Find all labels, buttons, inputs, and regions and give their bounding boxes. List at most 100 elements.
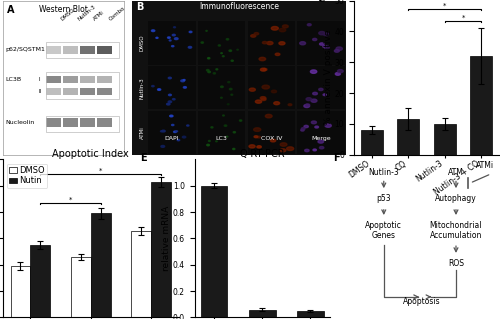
Ellipse shape	[168, 94, 172, 96]
Ellipse shape	[226, 136, 228, 137]
Bar	[46, 71, 119, 99]
Ellipse shape	[168, 77, 172, 79]
Ellipse shape	[301, 129, 304, 131]
Ellipse shape	[310, 70, 317, 73]
Ellipse shape	[272, 26, 278, 30]
Y-axis label: relative mRNA: relative mRNA	[162, 206, 172, 271]
Text: ATM: ATM	[448, 167, 464, 177]
Bar	[198, 66, 246, 109]
Ellipse shape	[201, 42, 203, 43]
Ellipse shape	[206, 144, 210, 146]
Ellipse shape	[312, 121, 316, 124]
Bar	[91, 213, 111, 317]
Bar	[46, 118, 61, 127]
Text: Nutlin-3: Nutlin-3	[76, 4, 96, 22]
Ellipse shape	[286, 147, 294, 151]
Bar	[46, 88, 61, 95]
Ellipse shape	[322, 46, 326, 48]
Text: *: *	[443, 3, 446, 9]
Ellipse shape	[304, 149, 309, 152]
Text: Combo: Combo	[108, 6, 126, 22]
Ellipse shape	[306, 104, 310, 106]
Text: Merge: Merge	[312, 136, 331, 141]
Ellipse shape	[336, 72, 340, 75]
Ellipse shape	[206, 70, 209, 71]
Ellipse shape	[249, 88, 256, 91]
Text: Apoptosis: Apoptosis	[404, 297, 441, 306]
Ellipse shape	[302, 128, 305, 130]
Ellipse shape	[323, 94, 326, 96]
Ellipse shape	[224, 125, 226, 126]
Bar	[249, 309, 276, 317]
Ellipse shape	[232, 148, 235, 150]
Ellipse shape	[216, 69, 218, 70]
Ellipse shape	[216, 141, 217, 142]
Text: Autophagy: Autophagy	[435, 195, 477, 204]
Ellipse shape	[288, 104, 292, 106]
Text: C: C	[318, 0, 325, 4]
Bar	[30, 245, 50, 317]
Ellipse shape	[222, 115, 224, 116]
Ellipse shape	[162, 130, 165, 132]
Ellipse shape	[208, 58, 210, 59]
Ellipse shape	[220, 86, 223, 87]
Y-axis label: % annexin V positive: % annexin V positive	[324, 30, 333, 125]
Text: Nucleolin: Nucleolin	[5, 120, 34, 125]
Bar	[46, 116, 119, 132]
Bar	[80, 118, 95, 127]
Bar	[46, 42, 119, 58]
Bar	[80, 88, 95, 95]
Ellipse shape	[272, 90, 276, 93]
Text: DMSO: DMSO	[60, 8, 76, 22]
Ellipse shape	[249, 145, 255, 148]
Text: Immunofluorescence: Immunofluorescence	[199, 2, 279, 11]
Text: ATMi: ATMi	[140, 126, 145, 139]
Ellipse shape	[177, 139, 180, 141]
Bar	[98, 118, 112, 127]
Bar	[198, 111, 246, 154]
Text: *: *	[99, 168, 102, 174]
Ellipse shape	[211, 127, 213, 128]
Text: LC3B: LC3B	[5, 77, 21, 82]
Text: p62/SQSTM1: p62/SQSTM1	[5, 48, 45, 52]
Ellipse shape	[228, 82, 230, 83]
Ellipse shape	[168, 101, 172, 103]
Ellipse shape	[231, 60, 234, 61]
Ellipse shape	[228, 104, 229, 105]
Bar	[360, 130, 382, 155]
Bar	[434, 124, 456, 155]
Ellipse shape	[233, 132, 235, 133]
Bar	[148, 111, 196, 154]
Ellipse shape	[231, 94, 232, 95]
Ellipse shape	[250, 35, 256, 37]
Ellipse shape	[172, 46, 174, 47]
Bar	[397, 119, 419, 155]
Ellipse shape	[279, 42, 285, 45]
Bar	[10, 266, 30, 317]
Ellipse shape	[318, 88, 323, 91]
Text: ATMi: ATMi	[92, 10, 106, 22]
Ellipse shape	[334, 49, 340, 52]
Ellipse shape	[186, 125, 189, 126]
Title: Apoptotic Index: Apoptotic Index	[52, 149, 129, 159]
Ellipse shape	[304, 125, 308, 128]
Ellipse shape	[280, 149, 286, 152]
Ellipse shape	[266, 41, 273, 45]
Ellipse shape	[152, 30, 155, 32]
Text: p53: p53	[376, 195, 391, 204]
Ellipse shape	[256, 100, 262, 103]
Ellipse shape	[318, 140, 324, 143]
Bar	[80, 46, 95, 54]
Bar	[71, 257, 91, 317]
Ellipse shape	[237, 49, 238, 50]
Text: ATMi: ATMi	[476, 161, 494, 170]
Bar	[470, 56, 492, 155]
Ellipse shape	[161, 145, 164, 147]
Ellipse shape	[174, 131, 176, 132]
Ellipse shape	[280, 143, 287, 146]
Text: Western Blot: Western Blot	[39, 5, 88, 14]
Text: COX IV: COX IV	[260, 136, 282, 141]
Ellipse shape	[336, 47, 342, 50]
Ellipse shape	[240, 120, 242, 121]
Ellipse shape	[174, 27, 176, 28]
